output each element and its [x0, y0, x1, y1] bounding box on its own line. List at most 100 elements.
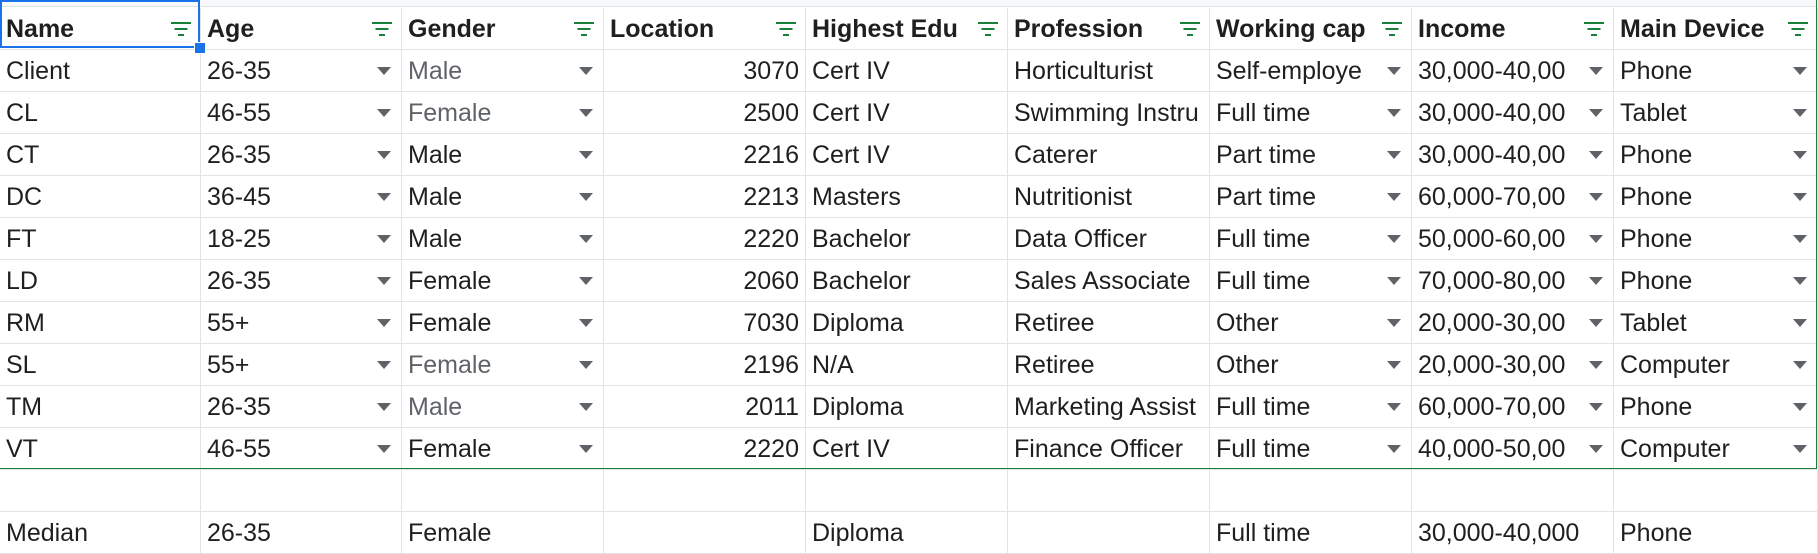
- filter-icon[interactable]: [1179, 20, 1201, 36]
- cell-highest-edu[interactable]: Cert IV: [806, 50, 1008, 92]
- cell-highest-edu[interactable]: N/A: [806, 344, 1008, 386]
- chevron-down-icon[interactable]: [1387, 445, 1401, 453]
- chevron-down-icon[interactable]: [377, 193, 391, 201]
- cell-working-cap[interactable]: Full time: [1210, 428, 1412, 470]
- chevron-down-icon[interactable]: [579, 445, 593, 453]
- cell-main-device[interactable]: Computer: [1614, 428, 1818, 470]
- chevron-down-icon[interactable]: [579, 277, 593, 285]
- cell-income[interactable]: 20,000-30,00: [1412, 302, 1614, 344]
- cell-name[interactable]: DC: [0, 176, 201, 218]
- cell-name[interactable]: SL: [0, 344, 201, 386]
- chevron-down-icon[interactable]: [579, 67, 593, 75]
- cell-location[interactable]: 2060: [604, 260, 806, 302]
- cell-highest-edu[interactable]: Cert IV: [806, 92, 1008, 134]
- cell-working-cap[interactable]: Full time: [1210, 260, 1412, 302]
- empty-cell[interactable]: [1210, 470, 1412, 512]
- empty-cell[interactable]: [0, 470, 201, 512]
- cell-gender[interactable]: Male: [402, 50, 604, 92]
- header-age[interactable]: Age: [201, 8, 402, 50]
- cell-location[interactable]: 7030: [604, 302, 806, 344]
- chevron-down-icon[interactable]: [579, 319, 593, 327]
- cell-age[interactable]: 55+: [201, 302, 402, 344]
- cell-age[interactable]: 46-55: [201, 428, 402, 470]
- chevron-down-icon[interactable]: [377, 361, 391, 369]
- header-location[interactable]: Location: [604, 8, 806, 50]
- chevron-down-icon[interactable]: [1589, 361, 1603, 369]
- chevron-down-icon[interactable]: [1387, 319, 1401, 327]
- chevron-down-icon[interactable]: [1589, 151, 1603, 159]
- header-working-cap[interactable]: Working cap: [1210, 8, 1412, 50]
- cell-income[interactable]: 40,000-50,00: [1412, 428, 1614, 470]
- cell-income[interactable]: 60,000-70,00: [1412, 176, 1614, 218]
- chevron-down-icon[interactable]: [1793, 193, 1807, 201]
- cell-main-device[interactable]: Phone: [1614, 386, 1818, 428]
- cell-age[interactable]: 26-35: [201, 50, 402, 92]
- cell-name[interactable]: Client: [0, 50, 201, 92]
- chevron-down-icon[interactable]: [377, 403, 391, 411]
- header-income[interactable]: Income: [1412, 8, 1614, 50]
- cell-highest-edu[interactable]: Diploma: [806, 386, 1008, 428]
- chevron-down-icon[interactable]: [1793, 277, 1807, 285]
- header-name[interactable]: Name: [0, 8, 201, 50]
- cell-main-device[interactable]: Phone: [1614, 260, 1818, 302]
- cell-age[interactable]: 26-35: [201, 386, 402, 428]
- cell-gender[interactable]: Male: [402, 218, 604, 260]
- cell-working-cap[interactable]: Other: [1210, 344, 1412, 386]
- chevron-down-icon[interactable]: [1589, 277, 1603, 285]
- cell-income[interactable]: 60,000-70,00: [1412, 386, 1614, 428]
- cell-profession[interactable]: Data Officer: [1008, 218, 1210, 260]
- cell-profession[interactable]: Horticulturist: [1008, 50, 1210, 92]
- filter-icon[interactable]: [775, 20, 797, 36]
- cell-name[interactable]: RM: [0, 302, 201, 344]
- filter-icon[interactable]: [170, 20, 192, 36]
- cell-working-cap[interactable]: Part time: [1210, 176, 1412, 218]
- cell-location[interactable]: 2196: [604, 344, 806, 386]
- median-name[interactable]: Median: [0, 512, 201, 554]
- median-location[interactable]: [604, 512, 806, 554]
- cell-main-device[interactable]: Phone: [1614, 218, 1818, 260]
- chevron-down-icon[interactable]: [377, 319, 391, 327]
- cell-highest-edu[interactable]: Masters: [806, 176, 1008, 218]
- cell-highest-edu[interactable]: Cert IV: [806, 428, 1008, 470]
- cell-age[interactable]: 46-55: [201, 92, 402, 134]
- cell-profession[interactable]: Nutritionist: [1008, 176, 1210, 218]
- chevron-down-icon[interactable]: [1589, 193, 1603, 201]
- cell-age[interactable]: 26-35: [201, 260, 402, 302]
- median-income[interactable]: 30,000-40,000: [1412, 512, 1614, 554]
- cell-name[interactable]: CL: [0, 92, 201, 134]
- cell-gender[interactable]: Male: [402, 134, 604, 176]
- cell-profession[interactable]: Retiree: [1008, 344, 1210, 386]
- chevron-down-icon[interactable]: [1387, 235, 1401, 243]
- chevron-down-icon[interactable]: [1793, 109, 1807, 117]
- filter-icon[interactable]: [371, 20, 393, 36]
- median-main-device[interactable]: Phone: [1614, 512, 1818, 554]
- cell-age[interactable]: 26-35: [201, 134, 402, 176]
- header-main-device[interactable]: Main Device: [1614, 8, 1818, 50]
- cell-name[interactable]: FT: [0, 218, 201, 260]
- median-working-cap[interactable]: Full time: [1210, 512, 1412, 554]
- cell-age[interactable]: 36-45: [201, 176, 402, 218]
- chevron-down-icon[interactable]: [1589, 403, 1603, 411]
- cell-main-device[interactable]: Tablet: [1614, 302, 1818, 344]
- median-highest-edu[interactable]: Diploma: [806, 512, 1008, 554]
- cell-highest-edu[interactable]: Cert IV: [806, 134, 1008, 176]
- chevron-down-icon[interactable]: [1589, 445, 1603, 453]
- chevron-down-icon[interactable]: [1793, 67, 1807, 75]
- cell-name[interactable]: VT: [0, 428, 201, 470]
- cell-highest-edu[interactable]: Bachelor: [806, 218, 1008, 260]
- chevron-down-icon[interactable]: [1793, 361, 1807, 369]
- cell-income[interactable]: 20,000-30,00: [1412, 344, 1614, 386]
- chevron-down-icon[interactable]: [377, 445, 391, 453]
- cell-profession[interactable]: Finance Officer: [1008, 428, 1210, 470]
- chevron-down-icon[interactable]: [579, 235, 593, 243]
- cell-income[interactable]: 70,000-80,00: [1412, 260, 1614, 302]
- empty-cell[interactable]: [604, 470, 806, 512]
- chevron-down-icon[interactable]: [1589, 235, 1603, 243]
- cell-location[interactable]: 3070: [604, 50, 806, 92]
- cell-name[interactable]: CT: [0, 134, 201, 176]
- cell-profession[interactable]: Caterer: [1008, 134, 1210, 176]
- chevron-down-icon[interactable]: [1793, 235, 1807, 243]
- chevron-down-icon[interactable]: [1793, 403, 1807, 411]
- cell-income[interactable]: 30,000-40,00: [1412, 50, 1614, 92]
